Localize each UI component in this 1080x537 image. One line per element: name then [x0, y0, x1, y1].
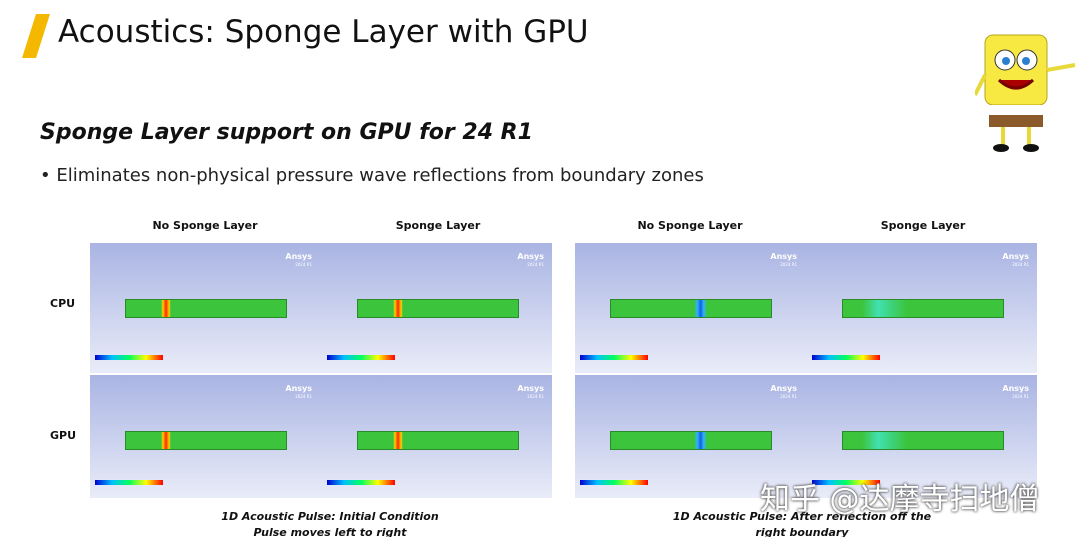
simulation-panel: Ansys 2024 R1 Ansys 2024 R1: [575, 243, 1037, 373]
ansys-logo: Ansys 2024 R1: [997, 385, 1029, 401]
logo-version: 2024 R1: [780, 262, 797, 267]
color-bar: [327, 480, 395, 485]
color-bar: [95, 480, 163, 485]
logo-name: Ansys: [770, 384, 797, 393]
figure-caption: right boundary: [755, 526, 849, 537]
logo-name: Ansys: [770, 252, 797, 261]
logo-version: 2024 R1: [527, 262, 544, 267]
figure-caption: 1D Acoustic Pulse: Initial Condition: [221, 510, 439, 523]
logo-version: 2024 R1: [527, 394, 544, 399]
column-label: Sponge Layer: [395, 219, 481, 232]
figure-caption: 1D Acoustic Pulse: After reflection off …: [672, 510, 932, 523]
simulation-bar: [842, 431, 1004, 450]
logo-version: 2024 R1: [1012, 394, 1029, 399]
logo-version: 2024 R1: [295, 262, 312, 267]
logo-name: Ansys: [1002, 384, 1029, 393]
simulation-panel: Ansys 2024 R1 Ansys 2024 R1: [575, 375, 1037, 498]
logo-name: Ansys: [517, 384, 544, 393]
simulation-bar: [125, 431, 287, 450]
color-bar: [812, 355, 880, 360]
column-label: No Sponge Layer: [152, 219, 258, 232]
ansys-logo: Ansys 2024 R1: [997, 253, 1029, 269]
row-label: GPU: [50, 429, 77, 442]
color-bar: [580, 480, 648, 485]
row-label: CPU: [50, 297, 76, 310]
logo-name: Ansys: [1002, 252, 1029, 261]
logo-version: 2024 R1: [295, 394, 312, 399]
figure-caption: Pulse moves left to right: [253, 526, 407, 537]
simulation-panel: Ansys 2024 R1 Ansys 2024 R1: [90, 243, 552, 373]
column-label: Sponge Layer: [880, 219, 966, 232]
color-bar: [327, 355, 395, 360]
ansys-logo: Ansys 2024 R1: [280, 385, 312, 401]
bullet: • Eliminates non-physical pressure wave …: [40, 165, 704, 186]
simulation-bar: [357, 299, 519, 318]
column-label: No Sponge Layer: [637, 219, 743, 232]
bullet-text: Eliminates non-physical pressure wave re…: [56, 165, 704, 186]
logo-name: Ansys: [517, 252, 544, 261]
simulation-bar: [357, 431, 519, 450]
ansys-logo: Ansys 2024 R1: [765, 385, 797, 401]
simulation-panel: Ansys 2024 R1 Ansys 2024 R1: [90, 375, 552, 498]
slide-title: Acoustics: Sponge Layer with GPU: [58, 14, 589, 50]
logo-version: 2024 R1: [1012, 262, 1029, 267]
ansys-logo: Ansys 2024 R1: [280, 253, 312, 269]
color-bar: [812, 480, 880, 485]
ansys-logo: Ansys 2024 R1: [512, 385, 544, 401]
color-bar: [95, 355, 163, 360]
ansys-logo: Ansys 2024 R1: [765, 253, 797, 269]
simulation-bar: [125, 299, 287, 318]
logo-name: Ansys: [285, 384, 312, 393]
ansys-logo: Ansys 2024 R1: [512, 253, 544, 269]
cartoon-illustration: [975, 34, 1076, 152]
color-bar: [580, 355, 648, 360]
simulation-bar: [610, 431, 772, 450]
logo-version: 2024 R1: [780, 394, 797, 399]
section-heading: Sponge Layer support on GPU for 24 R1: [40, 120, 533, 145]
accent-slash: [22, 14, 50, 58]
watermark: 知乎 @达摩寺扫地僧: [760, 482, 1040, 517]
logo-name: Ansys: [285, 252, 312, 261]
simulation-bar: [610, 299, 772, 318]
simulation-bar: [842, 299, 1004, 318]
